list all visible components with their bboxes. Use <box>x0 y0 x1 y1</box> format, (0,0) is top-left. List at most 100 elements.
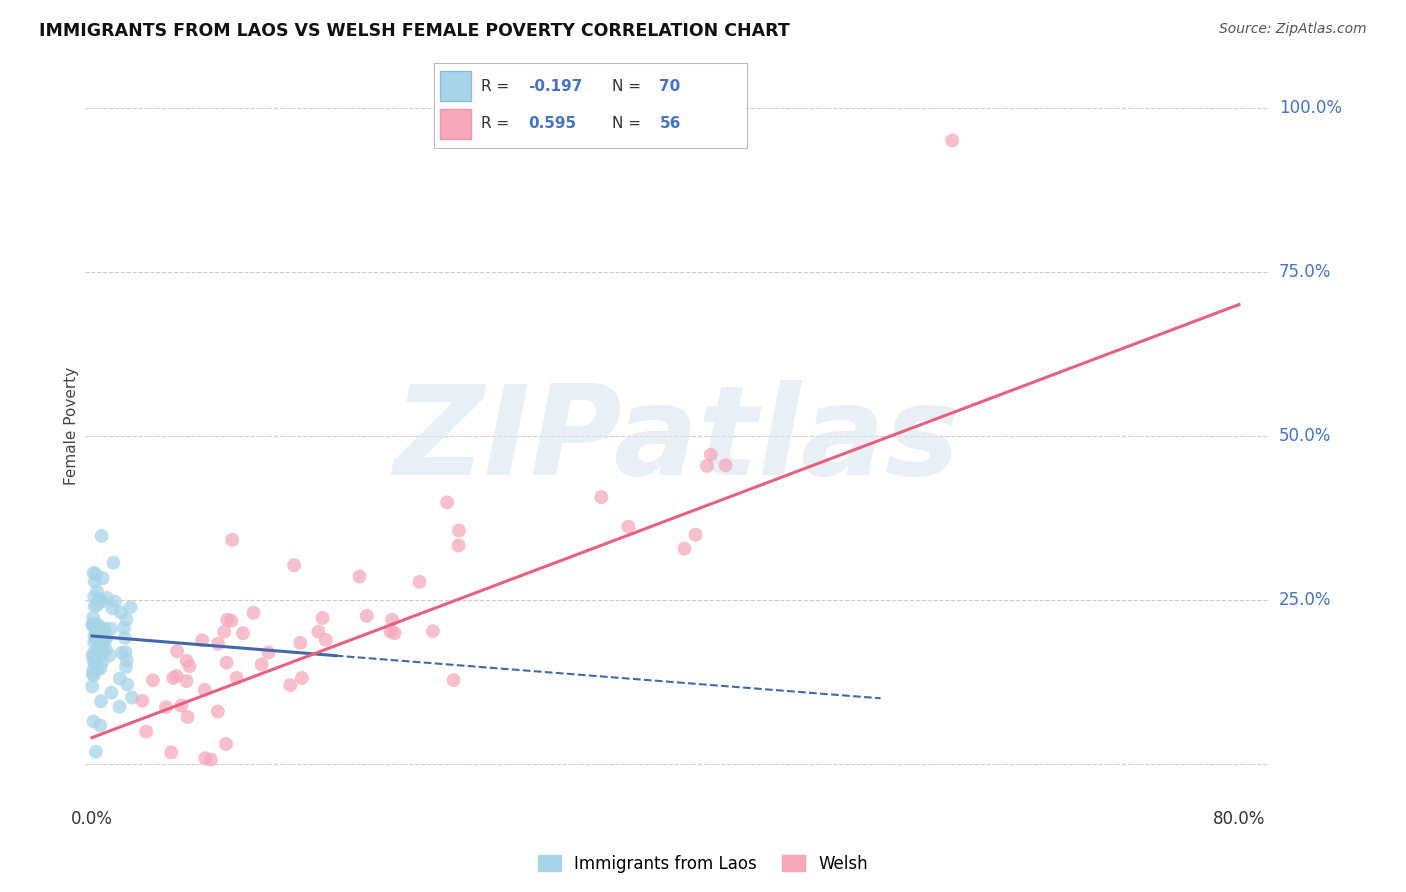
Point <box>422 624 444 639</box>
Point <box>380 624 402 639</box>
Point <box>82 610 104 624</box>
Point <box>673 541 696 556</box>
Point <box>179 659 201 673</box>
Point <box>112 621 135 635</box>
Y-axis label: Female Poverty: Female Poverty <box>65 367 79 485</box>
Point <box>86 662 108 676</box>
Point <box>315 632 337 647</box>
Point <box>356 608 378 623</box>
Point <box>349 569 371 583</box>
Point <box>83 566 105 580</box>
Point <box>89 661 111 675</box>
Point <box>291 671 314 685</box>
Point <box>115 660 138 674</box>
Point <box>714 458 737 473</box>
Point <box>108 699 131 714</box>
Point <box>91 655 114 669</box>
Point <box>83 714 105 729</box>
Point <box>217 613 239 627</box>
Point <box>84 620 107 634</box>
Text: 50.0%: 50.0% <box>1279 426 1331 445</box>
Point <box>194 682 217 697</box>
Point <box>191 633 214 648</box>
Point <box>447 539 470 553</box>
Point <box>83 636 105 650</box>
Point <box>207 705 229 719</box>
Point <box>120 600 142 615</box>
Point <box>290 636 312 650</box>
Point <box>94 642 117 657</box>
Point <box>225 671 247 685</box>
Point <box>83 650 105 665</box>
Point <box>96 591 118 605</box>
Point <box>166 644 188 658</box>
Point <box>142 673 165 688</box>
Point <box>87 630 110 644</box>
Point <box>101 601 124 615</box>
Point <box>82 680 104 694</box>
Point <box>108 672 131 686</box>
Point <box>82 648 104 663</box>
Point <box>103 556 125 570</box>
Point <box>83 646 105 660</box>
Point <box>82 663 104 677</box>
Point <box>155 700 177 714</box>
Point <box>91 636 114 650</box>
Point <box>447 524 470 538</box>
Point <box>84 632 107 647</box>
Point <box>311 611 333 625</box>
Text: ZIPatlas: ZIPatlas <box>392 380 959 501</box>
Text: Source: ZipAtlas.com: Source: ZipAtlas.com <box>1219 22 1367 37</box>
Point <box>591 490 613 504</box>
Point <box>212 624 235 639</box>
Point <box>84 656 107 670</box>
Point <box>82 666 104 681</box>
Point <box>696 458 718 473</box>
Point <box>408 574 430 589</box>
Text: IMMIGRANTS FROM LAOS VS WELSH FEMALE POVERTY CORRELATION CHART: IMMIGRANTS FROM LAOS VS WELSH FEMALE POV… <box>39 22 790 40</box>
Point <box>221 614 243 628</box>
Point <box>84 617 107 632</box>
Point <box>89 718 111 732</box>
Point <box>110 606 132 620</box>
Point <box>94 631 117 645</box>
Point <box>114 645 136 659</box>
Point <box>699 448 721 462</box>
Point <box>114 631 136 645</box>
Point <box>176 710 198 724</box>
Point <box>83 655 105 669</box>
Point <box>283 558 305 573</box>
Point <box>176 654 198 668</box>
Point <box>87 618 110 632</box>
Point <box>443 673 465 688</box>
Point <box>91 594 114 608</box>
Point <box>250 657 273 672</box>
Point <box>83 629 105 643</box>
Point <box>91 635 114 649</box>
Point <box>89 648 111 662</box>
Point <box>100 622 122 636</box>
Point <box>160 745 183 759</box>
Point <box>87 637 110 651</box>
Point <box>82 618 104 632</box>
Point <box>94 632 117 647</box>
Point <box>115 653 138 667</box>
Point <box>87 592 110 607</box>
Point <box>83 590 105 604</box>
Point <box>89 644 111 658</box>
Point <box>86 598 108 612</box>
Point <box>86 584 108 599</box>
Point <box>232 626 254 640</box>
Legend: Immigrants from Laos, Welsh: Immigrants from Laos, Welsh <box>531 848 875 880</box>
Point <box>381 613 404 627</box>
Point <box>121 690 143 705</box>
Point <box>98 648 121 663</box>
Point <box>131 694 153 708</box>
Text: 25.0%: 25.0% <box>1279 591 1331 609</box>
Point <box>221 533 243 547</box>
Point <box>115 612 138 626</box>
Point <box>90 529 112 543</box>
Point <box>162 671 184 685</box>
Point <box>278 678 301 692</box>
Point <box>207 637 229 651</box>
